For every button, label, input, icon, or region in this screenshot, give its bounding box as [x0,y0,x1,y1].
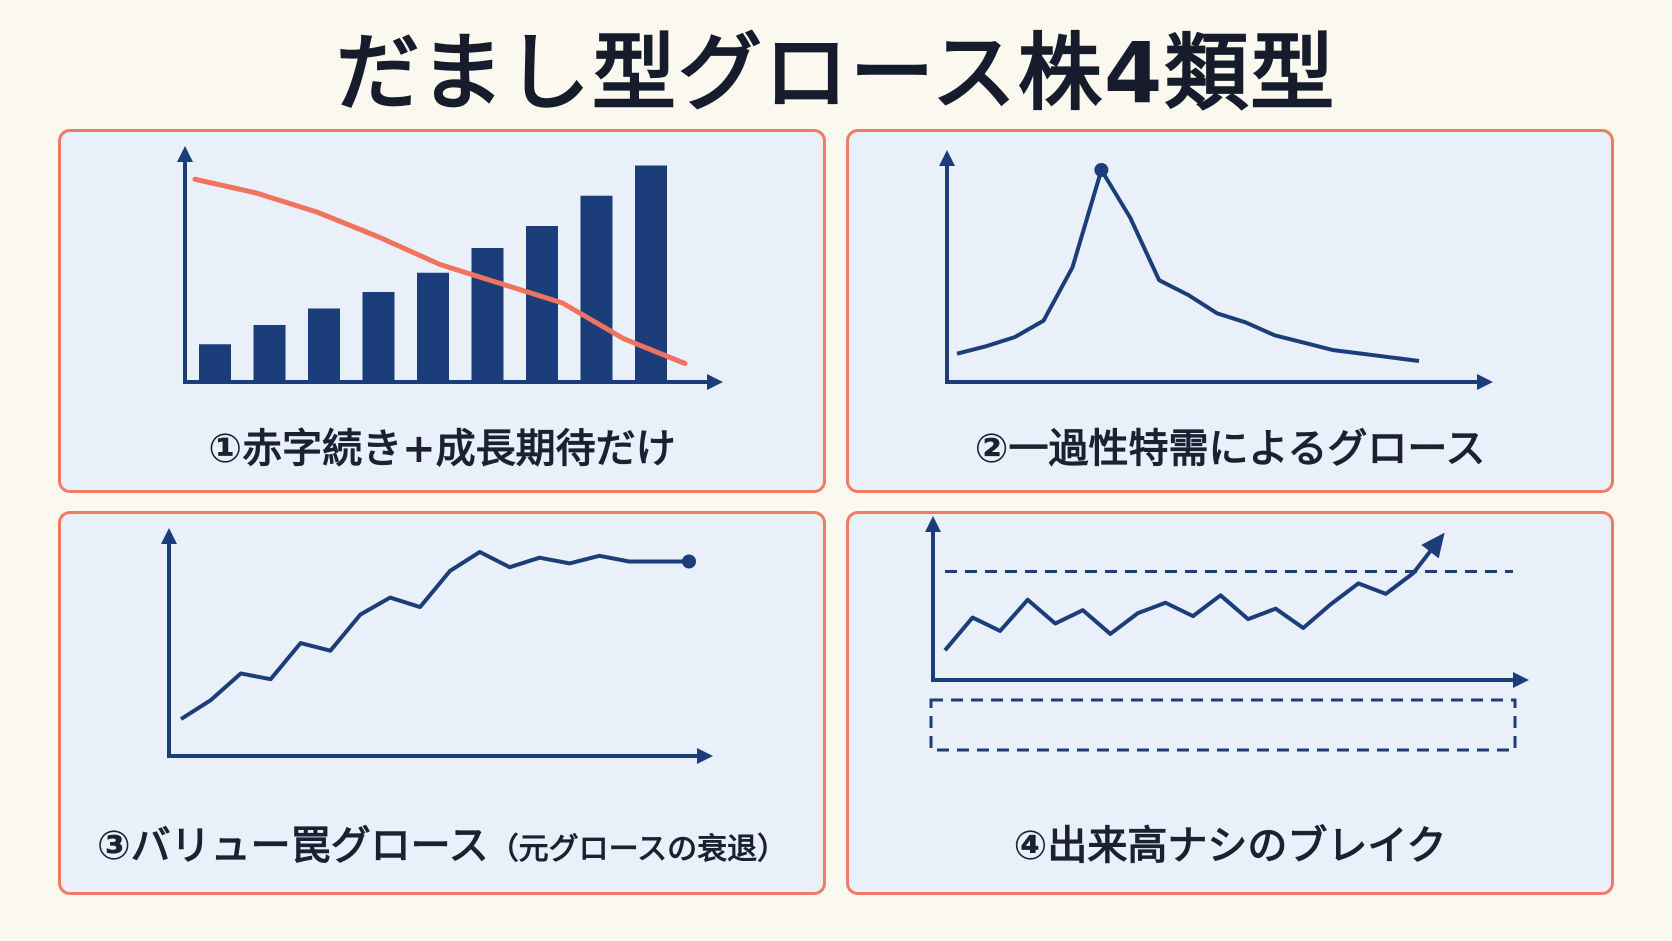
chart-loss-vs-sales [177,146,723,390]
x-axis-arrow [697,748,713,764]
sales-bar [471,248,504,380]
x-axis-arrow [707,374,723,390]
sales-bar [308,308,340,380]
chart-breakout [925,516,1529,752]
y-axis-arrow [161,528,177,544]
y-axis-arrow [177,146,193,162]
sales-spike-line [956,168,1420,363]
peak-marker [1094,163,1109,177]
breakout-arrow-icon [1421,532,1445,559]
end-marker [682,554,696,569]
price-plateau-line [179,550,689,721]
empty-volume-box [929,698,1517,752]
page-title: だまし型グロース株4類型 [335,24,1337,122]
sales-bar [253,325,286,380]
panel-caption: ④出来高ナシのブレイク [1013,823,1447,869]
sales-bar [580,195,613,380]
caption-main: ③バリュー罠グロース [96,823,489,869]
sales-bar [362,292,395,380]
price-breakout-line [943,547,1435,652]
panel-caption: ①赤字続き+成長期待だけ [208,426,676,472]
panel-caption: ②一過性特需によるグロース [974,426,1486,472]
panel-value-trap: ③バリュー罠グロース（元グロースの衰退） [58,511,826,895]
loss-trend-line [192,176,688,366]
y-axis-arrow [925,516,941,532]
sales-bar [417,272,449,380]
panel-breakout-no-volume: ④出来高ナシのブレイク [846,511,1614,895]
panel-loss-growth-expectation: ①赤字続き+成長期待だけ [58,129,826,493]
x-axis-arrow [1477,374,1493,390]
sales-bar [526,226,558,380]
panel-one-time-demand: ②一過性特需によるグロース [846,129,1614,493]
chart-spike [939,150,1493,390]
caption-note: （元グロースの衰退） [488,832,788,867]
y-axis-arrow [939,150,955,166]
x-axis-arrow [1513,672,1529,688]
panel-caption: ③バリュー罠グロース（元グロースの衰退） [61,820,823,876]
chart-plateau [161,528,713,764]
sales-bar [199,344,231,380]
